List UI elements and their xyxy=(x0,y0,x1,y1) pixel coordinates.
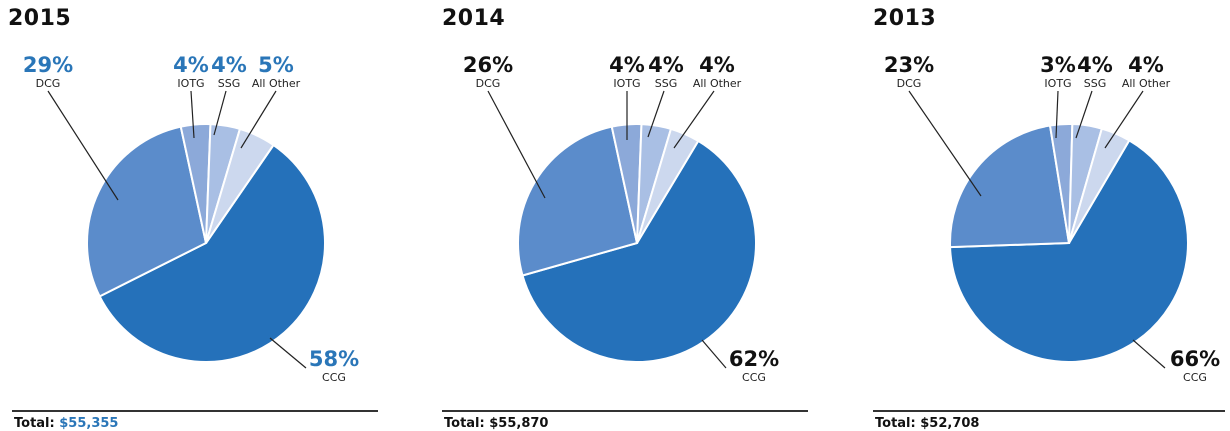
leader-line-ccg xyxy=(701,339,727,369)
pie-slice-all-other xyxy=(1068,127,1131,244)
data-label-name-iotg: IOTG xyxy=(177,77,204,90)
pie-slice-dcg xyxy=(949,124,1071,249)
pie-slice-ccg xyxy=(949,139,1189,363)
leader-line-iotg xyxy=(190,90,195,139)
leader-line-ssg xyxy=(213,90,227,136)
data-label-pct-all-other: 4% xyxy=(1128,53,1164,77)
total-value: $55,870 xyxy=(489,416,549,431)
total-label: Total: xyxy=(14,416,55,431)
pie-slice-dcg xyxy=(86,125,208,298)
leader-line-dcg xyxy=(908,90,982,197)
data-label-pct-ccg: 66% xyxy=(1170,347,1220,371)
data-label-pct-ssg: 4% xyxy=(1077,53,1113,77)
total-value: $55,355 xyxy=(59,416,119,431)
pie-panel-2013: 2013 66% CCG 23% DCG 3% IOTG 4% SSG 4% All Other … xyxy=(873,0,1230,431)
total-divider xyxy=(442,410,808,412)
total-divider xyxy=(873,410,1225,412)
chart-title: 2013 xyxy=(873,6,937,31)
data-label-pct-all-other: 5% xyxy=(258,53,294,77)
data-label-pct-iotg: 4% xyxy=(609,53,645,77)
pie-slice-all-other xyxy=(636,127,700,244)
data-label-pct-dcg: 29% xyxy=(23,53,73,77)
leader-line-iotg xyxy=(1055,90,1059,139)
data-label-name-ccg: CCG xyxy=(742,371,766,384)
data-label-pct-ssg: 4% xyxy=(211,53,247,77)
pie-slice-all-other xyxy=(205,127,275,244)
total-text: Total: $55,355 xyxy=(14,416,118,431)
data-label-pct-dcg: 26% xyxy=(463,53,513,77)
data-label-name-all-other: All Other xyxy=(1122,77,1171,90)
data-label-name-dcg: DCG xyxy=(36,77,61,90)
leader-line-ssg xyxy=(1075,90,1093,139)
leader-line-ccg xyxy=(269,337,307,369)
leader-line-dcg xyxy=(47,90,119,201)
leader-line-dcg xyxy=(487,90,546,199)
data-label-pct-iotg: 3% xyxy=(1040,53,1076,77)
leader-line-all-other xyxy=(673,90,715,149)
chart-title: 2014 xyxy=(442,6,506,31)
data-label-name-all-other: All Other xyxy=(693,77,742,90)
leader-line-all-other xyxy=(240,90,277,149)
data-label-name-dcg: DCG xyxy=(476,77,501,90)
data-label-name-ssg: SSG xyxy=(218,77,241,90)
data-label-pct-ccg: 58% xyxy=(309,347,359,371)
total-text: Total: $52,708 xyxy=(875,416,979,431)
data-label-name-ssg: SSG xyxy=(655,77,678,90)
data-label-name-all-other: All Other xyxy=(252,77,301,90)
pie-slice-ccg xyxy=(521,139,757,363)
total-value: $52,708 xyxy=(920,416,980,431)
data-label-name-ssg: SSG xyxy=(1084,77,1107,90)
pie-slice-ccg xyxy=(98,143,326,363)
data-label-pct-iotg: 4% xyxy=(173,53,209,77)
leader-line-ssg xyxy=(647,90,665,138)
data-label-pct-ccg: 62% xyxy=(729,347,779,371)
data-label-name-ccg: CCG xyxy=(322,371,346,384)
data-label-name-ccg: CCG xyxy=(1183,371,1207,384)
data-label-name-iotg: IOTG xyxy=(613,77,640,90)
data-label-pct-dcg: 23% xyxy=(884,53,934,77)
total-label: Total: xyxy=(875,416,916,431)
total-text: Total: $55,870 xyxy=(444,416,548,431)
pie-panel-2014: 2014 62% CCG 26% DCG 4% IOTG 4% SSG 4% All Other … xyxy=(442,0,842,431)
total-divider xyxy=(12,410,378,412)
pie-panel-2015: 2015 58% CCG 29% DCG 4% IOTG 4% SSG 5% All Other … xyxy=(8,0,408,431)
data-label-name-dcg: DCG xyxy=(897,77,922,90)
chart-title: 2015 xyxy=(8,6,72,31)
data-label-name-iotg: IOTG xyxy=(1044,77,1071,90)
pie-slice-dcg xyxy=(517,125,639,277)
leader-line-all-other xyxy=(1104,90,1144,149)
total-label: Total: xyxy=(444,416,485,431)
leader-line-ccg xyxy=(1132,339,1166,369)
data-label-pct-all-other: 4% xyxy=(699,53,735,77)
data-label-pct-ssg: 4% xyxy=(648,53,684,77)
